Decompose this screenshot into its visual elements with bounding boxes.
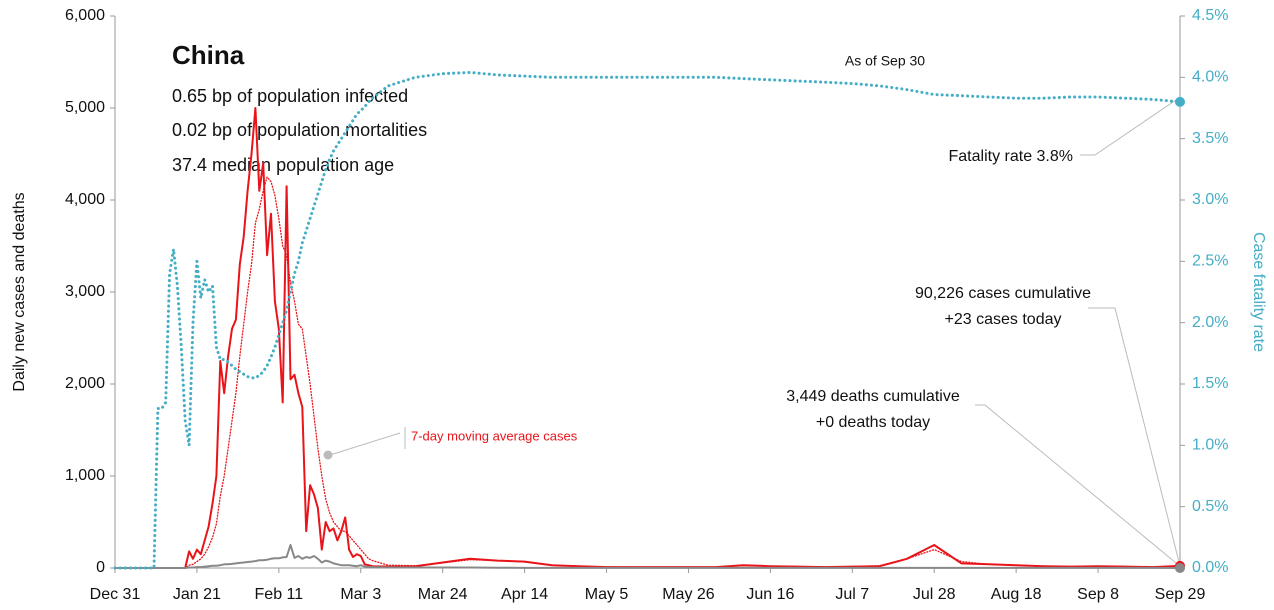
x-tick-label: May 26 (662, 586, 715, 603)
leader-dot (323, 450, 333, 460)
x-tick-label: May 5 (585, 586, 629, 603)
x-tick-label: Jan 21 (173, 586, 221, 603)
x-tick-label: Jun 16 (746, 586, 794, 603)
y2-tick-label: 1.0% (1192, 437, 1228, 454)
annotation: +23 cases today (945, 311, 1062, 328)
x-tick-label: Apr 14 (501, 586, 548, 603)
y-tick-label: 0 (96, 559, 105, 576)
y-tick-label: 6,000 (65, 7, 105, 24)
x-tick-label: Jul 7 (835, 586, 869, 603)
y2-tick-label: 4.0% (1192, 69, 1228, 86)
x-tick-label: Feb 11 (255, 586, 304, 603)
x-tick-label: Sep 29 (1155, 586, 1206, 603)
x-tick-label: Sep 8 (1077, 586, 1119, 603)
y-tick-label: 3,000 (65, 283, 105, 300)
annotation: As of Sep 30 (845, 53, 925, 69)
y-tick-label: 2,000 (65, 375, 105, 392)
x-tick-label: Mar 24 (418, 586, 468, 603)
leader-line (975, 404, 1177, 564)
series-line (114, 544, 1181, 569)
annotation: Fatality rate 3.8% (949, 148, 1074, 165)
leader-line (1088, 307, 1180, 563)
y-tick-label: 4,000 (65, 191, 105, 208)
subtitle: 37.4 median population age (172, 155, 394, 175)
series-line (114, 176, 1181, 569)
leader-line (329, 432, 401, 456)
y2-axis-label: Case fatality rate (1250, 232, 1267, 352)
x-tick-label: Dec 31 (90, 586, 141, 603)
end-marker (1175, 563, 1185, 573)
subtitle: 0.02 bp of population mortalities (172, 120, 427, 140)
y2-tick-label: 1.5% (1192, 375, 1228, 392)
x-tick-label: Jul 28 (913, 586, 956, 603)
series-label: 7-day moving average cases (411, 428, 578, 443)
leader-lines (329, 99, 1180, 564)
y-tick-label: 5,000 (65, 99, 105, 116)
y-tick-label: 1,000 (65, 467, 105, 484)
series-line (113, 70, 1182, 570)
annotation: 90,226 cases cumulative (915, 285, 1091, 302)
x-tick-label: Aug 18 (991, 586, 1042, 603)
leader-line (1080, 99, 1177, 156)
series-line (114, 107, 1181, 569)
y2-tick-label: 0.5% (1192, 498, 1228, 515)
y2-tick-label: 2.5% (1192, 253, 1228, 270)
annotation: +0 deaths today (816, 414, 930, 431)
y2-tick-label: 2.0% (1192, 314, 1228, 331)
x-tick-label: Mar 3 (340, 586, 381, 603)
end-marker (1175, 96, 1185, 107)
subtitle: 0.65 bp of population infected (172, 86, 408, 106)
y2-tick-label: 3.5% (1192, 130, 1228, 147)
y2-tick-label: 3.0% (1192, 191, 1228, 208)
y-axis-label: Daily new cases and deaths (11, 192, 28, 391)
y2-tick-label: 0.0% (1192, 559, 1228, 576)
annotation: 3,449 deaths cumulative (786, 388, 960, 405)
chart-title: China (172, 40, 245, 70)
y2-tick-label: 4.5% (1192, 7, 1228, 24)
